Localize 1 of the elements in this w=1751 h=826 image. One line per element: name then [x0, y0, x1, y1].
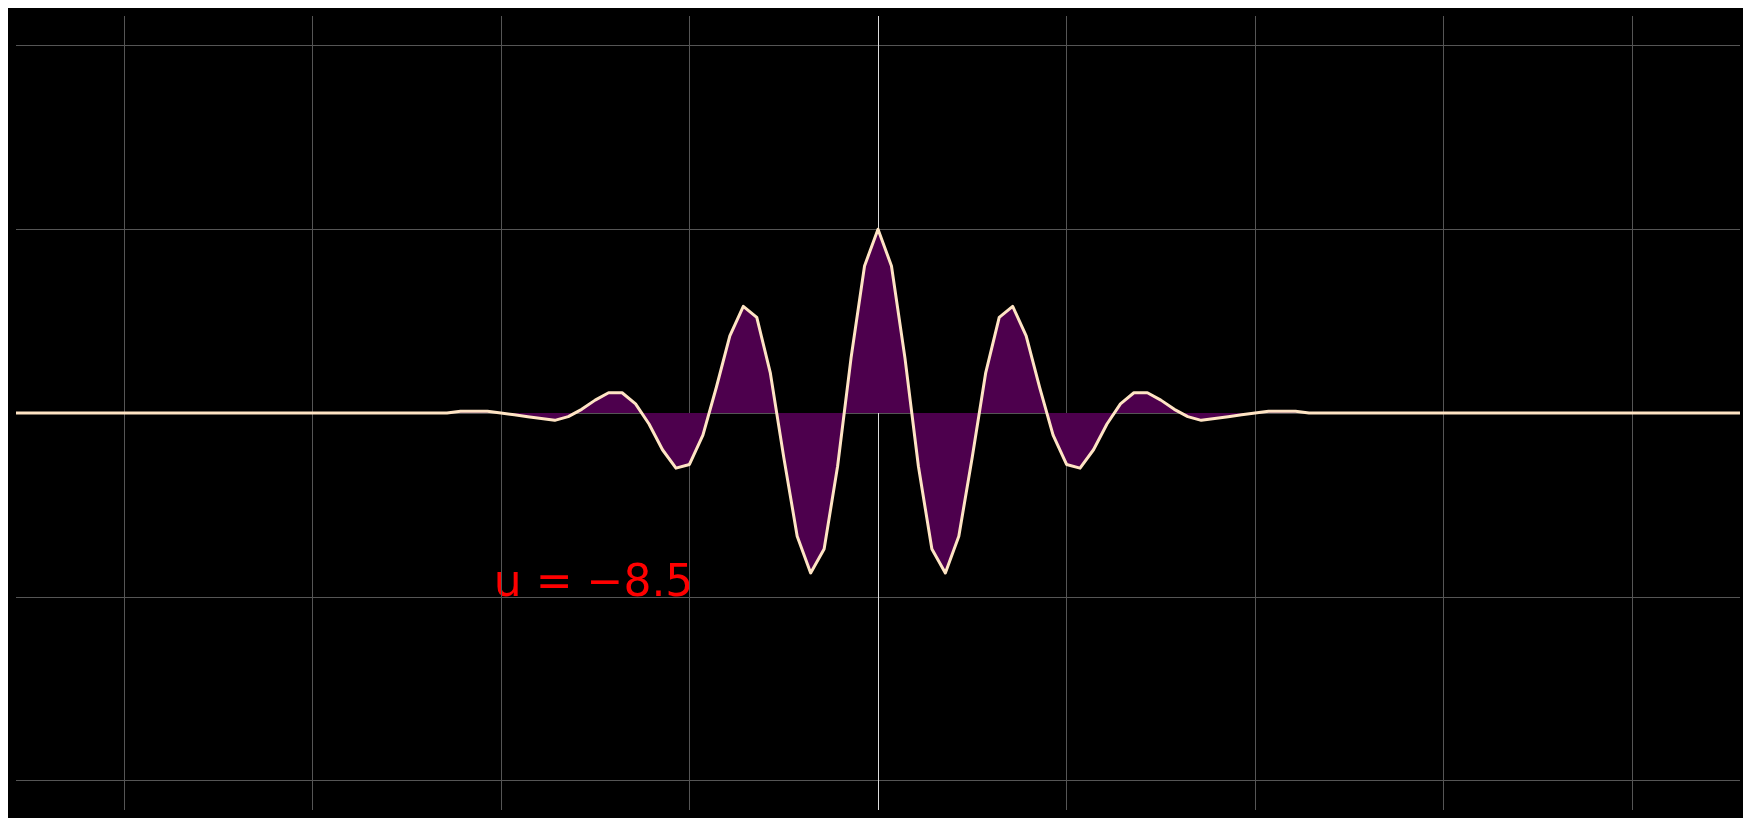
annotation: u = −8.5: [493, 555, 694, 607]
